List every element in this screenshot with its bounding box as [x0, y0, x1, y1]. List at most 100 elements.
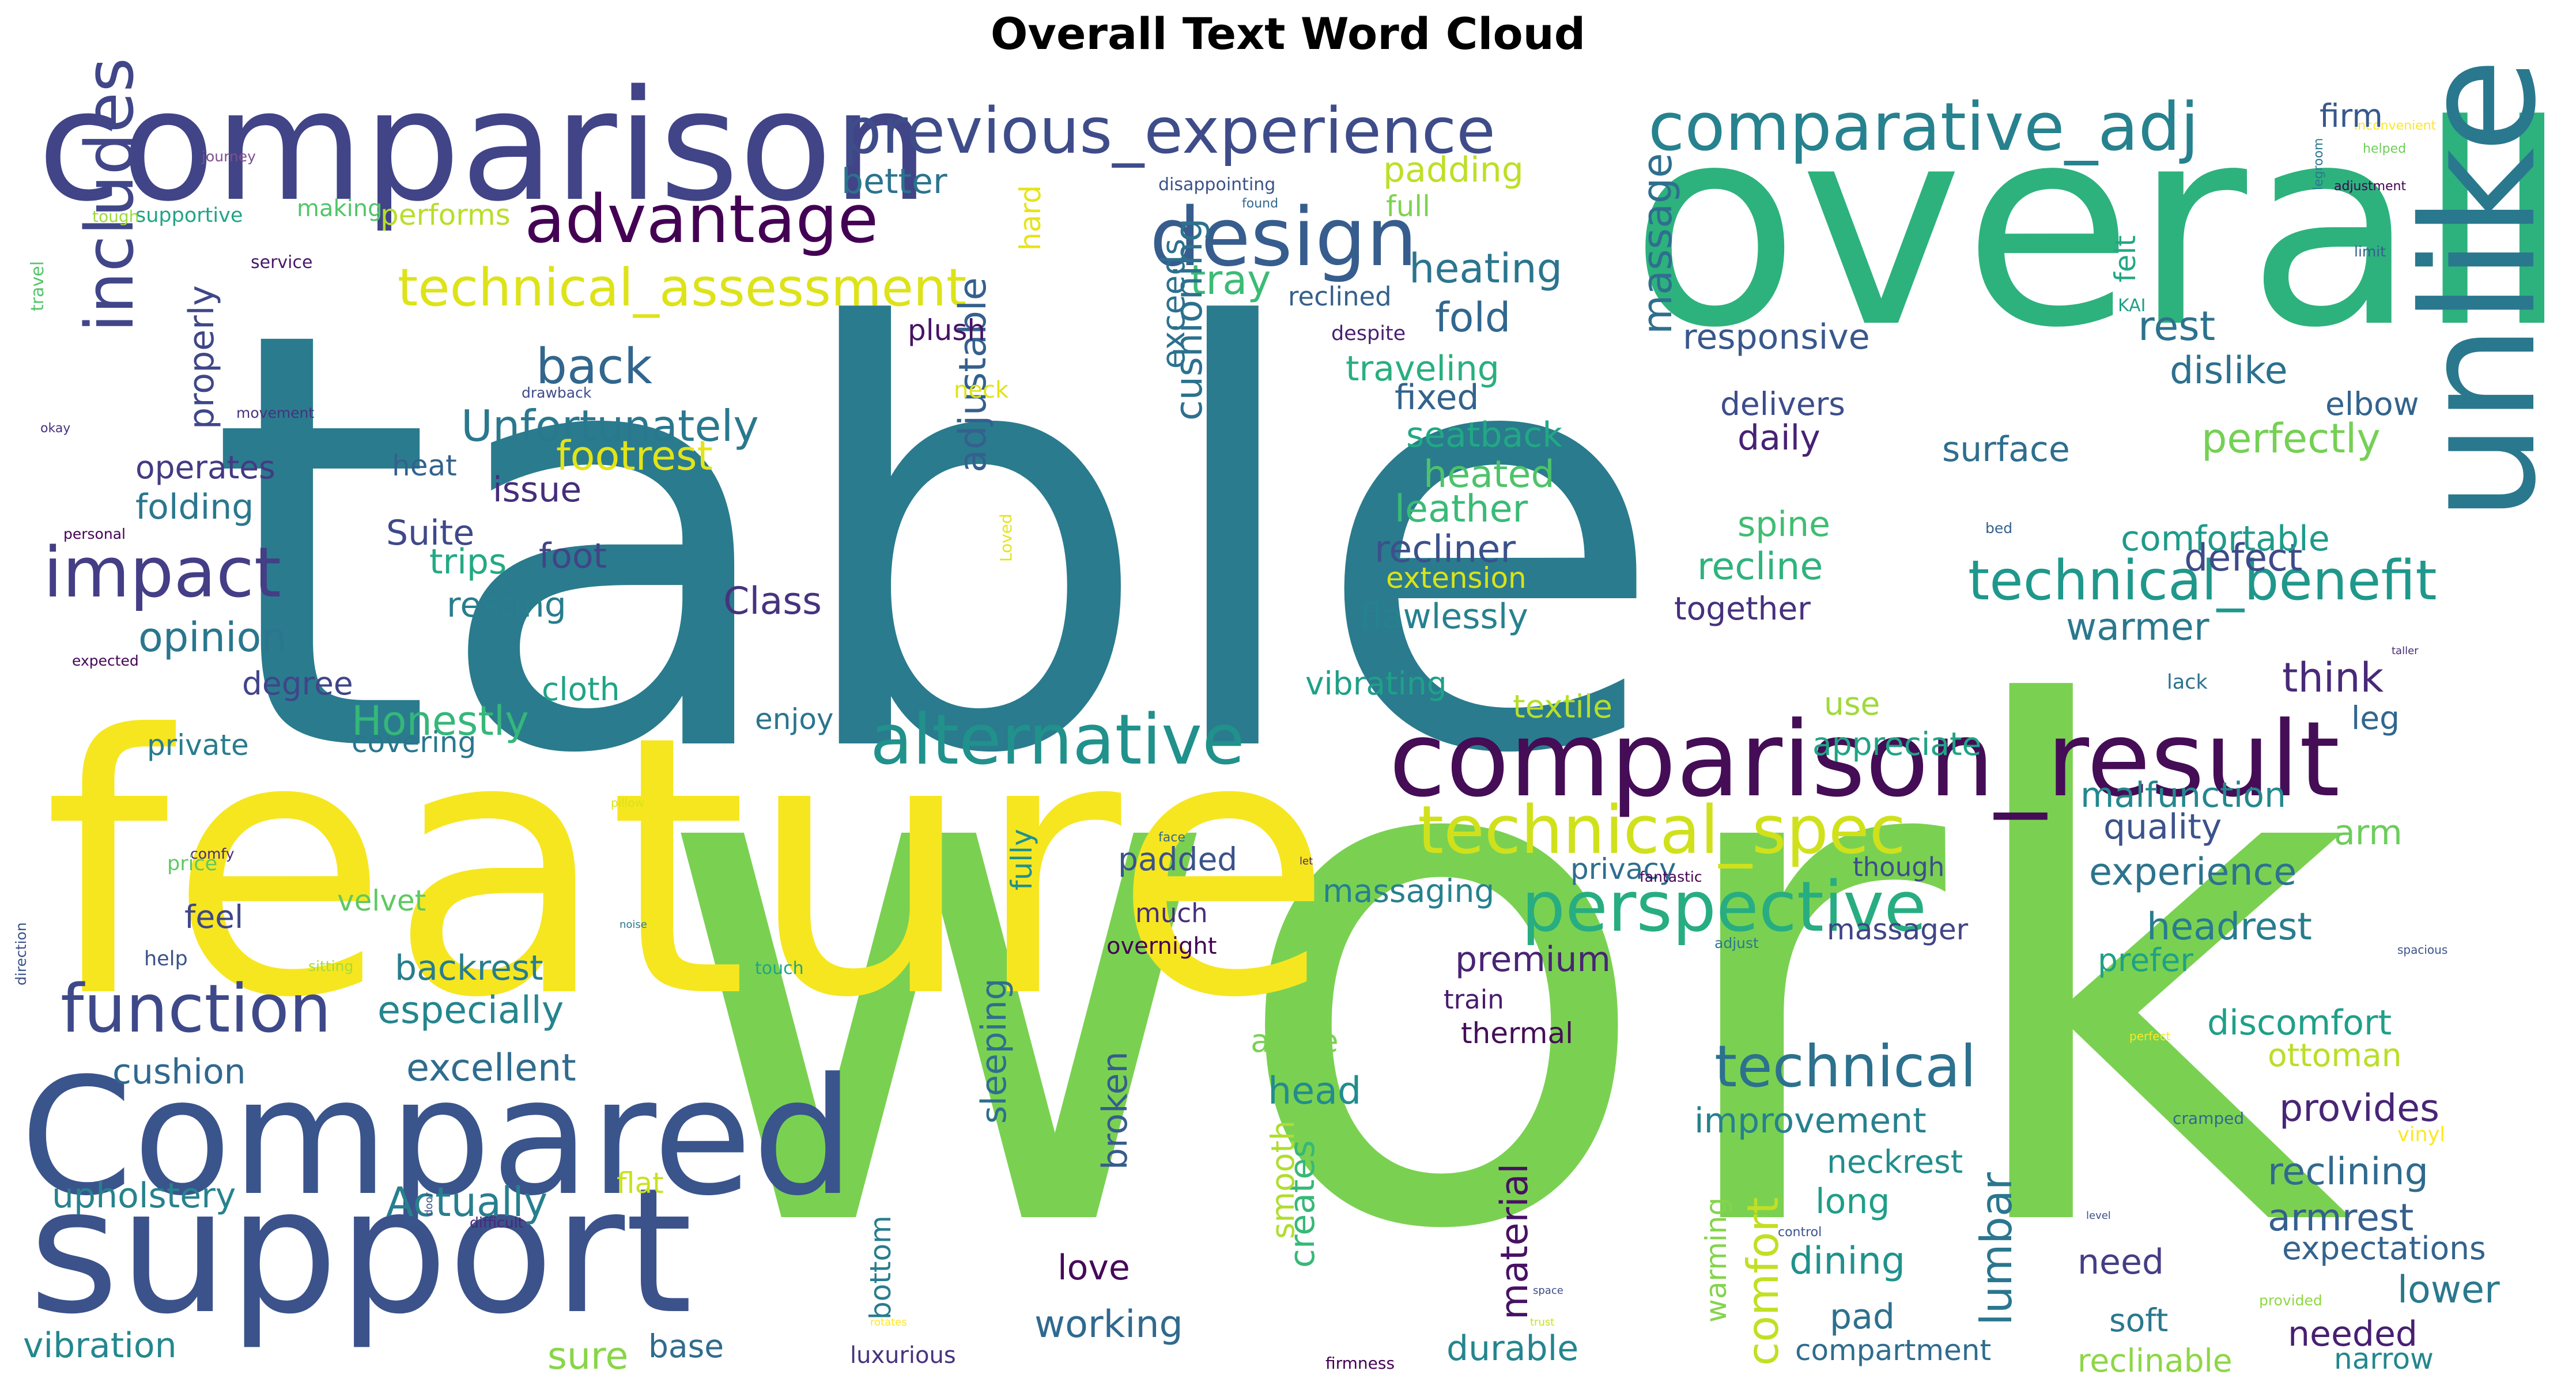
word-cloth: cloth: [542, 671, 620, 708]
word-velvet: velvet: [337, 884, 426, 917]
word-honestly: Honestly: [352, 697, 529, 745]
word-spacious: spacious: [2397, 943, 2447, 957]
word-better: better: [841, 161, 947, 202]
word-lower: lower: [2397, 1268, 2500, 1312]
word-personal: personal: [63, 526, 126, 542]
word-suite: Suite: [386, 513, 474, 553]
word-vinyl: vinyl: [2397, 1123, 2445, 1146]
word-limit: limit: [2354, 243, 2386, 260]
word-adjust: adjust: [1714, 935, 1759, 951]
word-fixed: fixed: [1395, 377, 1479, 418]
word-covering: covering: [352, 726, 476, 759]
word-work: work: [651, 565, 2352, 1383]
word-unfortunately: Unfortunately: [461, 401, 759, 451]
word-making: making: [297, 195, 383, 222]
word-responsive: responsive: [1683, 317, 1870, 357]
word-fold: fold: [1435, 294, 1510, 341]
word-table: table: [207, 209, 1667, 879]
word-fantastic: fantastic: [1640, 868, 1702, 885]
word-feel: feel: [184, 898, 243, 935]
word-inconvenient: inconvenient: [2354, 119, 2437, 133]
word-use: use: [1824, 685, 1880, 722]
word-durable: durable: [1446, 1328, 1578, 1369]
word-massaging: massaging: [1323, 873, 1494, 909]
word-previous-experience: previous_experience: [841, 94, 1495, 168]
word-smooth: smooth: [1264, 1120, 1301, 1239]
word-movement: movement: [236, 405, 314, 421]
word-cushioning: cushioning: [1168, 218, 1211, 421]
word-resting: resting: [447, 585, 566, 625]
word-compared: Compared: [20, 1044, 855, 1232]
word-technical-benefit: technical_benefit: [1968, 549, 2437, 613]
word-performs: performs: [380, 198, 511, 232]
word-broken: broken: [1095, 1051, 1135, 1170]
word-door: door: [423, 1192, 435, 1216]
word-heating: heating: [1409, 245, 1562, 292]
word-provided: provided: [2259, 1292, 2322, 1309]
word-warming: warming: [1699, 1198, 1733, 1323]
word-actually: Actually: [386, 1179, 547, 1226]
word-bed: bed: [1985, 520, 2012, 537]
word-together: together: [1674, 590, 1811, 627]
word-premium: premium: [1455, 939, 1611, 980]
word-think: think: [2282, 654, 2384, 701]
word-supportive: supportive: [135, 204, 243, 227]
word-leg: leg: [2351, 700, 2400, 737]
word-enjoy: enjoy: [755, 703, 834, 736]
word-firmness: firmness: [1325, 1354, 1395, 1373]
word-adjustable: adjustable: [951, 277, 995, 473]
word-private: private: [147, 728, 249, 762]
word-sure: sure: [547, 1335, 628, 1378]
word-service: service: [251, 252, 312, 273]
word-flat: flat: [617, 1166, 664, 1200]
word-unlike: unlike: [2389, 58, 2570, 522]
word-surface: surface: [1942, 429, 2070, 470]
word-leather: leather: [1395, 488, 1528, 531]
word-though: though: [1853, 852, 1944, 882]
word-journey: journey: [201, 148, 256, 165]
word-impact: impact: [43, 533, 281, 613]
word-help: help: [144, 947, 188, 970]
word-okay: okay: [40, 421, 70, 436]
word-overnight: overnight: [1106, 933, 1217, 960]
word-extension: extension: [1386, 561, 1527, 595]
word-perfectly: perfectly: [2201, 415, 2381, 462]
word-vibrating: vibrating: [1305, 665, 1447, 702]
word-backrest: backrest: [395, 948, 543, 988]
word-comparison-result: comparison_result: [1389, 700, 2340, 820]
word-warmer: warmer: [2066, 606, 2209, 649]
word-daily: daily: [1738, 418, 1820, 458]
word-comfortable: comfortable: [2121, 519, 2330, 559]
word-prefer: prefer: [2098, 942, 2193, 979]
word-properly: properly: [182, 285, 222, 429]
word-sitting: sitting: [308, 958, 353, 975]
word-privacy: privacy: [1570, 852, 1676, 886]
word-discomfort: discomfort: [2207, 1003, 2392, 1043]
word-technical: technical: [1714, 1033, 1976, 1100]
word-needed: needed: [2288, 1314, 2418, 1354]
word-arm: arm: [2334, 813, 2403, 853]
word-especially: especially: [377, 989, 564, 1032]
word-tough: tough: [92, 207, 139, 226]
word-advantage: advantage: [524, 181, 878, 258]
word-helped: helped: [2363, 142, 2406, 156]
word-comfort: comfort: [1738, 1197, 1788, 1366]
word-luxurious: luxurious: [850, 1342, 956, 1369]
word-degree: degree: [242, 665, 353, 702]
chart-title: Overall Text Word Cloud: [990, 8, 1586, 59]
word-recline: recline: [1697, 545, 1823, 588]
word-difficult: difficult: [470, 1214, 524, 1231]
word-foot: foot: [539, 536, 607, 576]
word-expected: expected: [72, 652, 139, 669]
word-perspective: perspective: [1521, 867, 1927, 947]
word-despite: despite: [1331, 322, 1406, 345]
word-armrest: armrest: [2268, 1196, 2413, 1240]
word-comparative-adj: comparative_adj: [1648, 89, 2199, 166]
word-let: let: [1300, 855, 1313, 867]
word-bottom: bottom: [864, 1215, 897, 1320]
word-operates: operates: [135, 449, 275, 486]
word-vibration: vibration: [23, 1325, 177, 1366]
word-dining: dining: [1789, 1240, 1905, 1283]
word-flawlessly: flawlessly: [1360, 596, 1528, 637]
